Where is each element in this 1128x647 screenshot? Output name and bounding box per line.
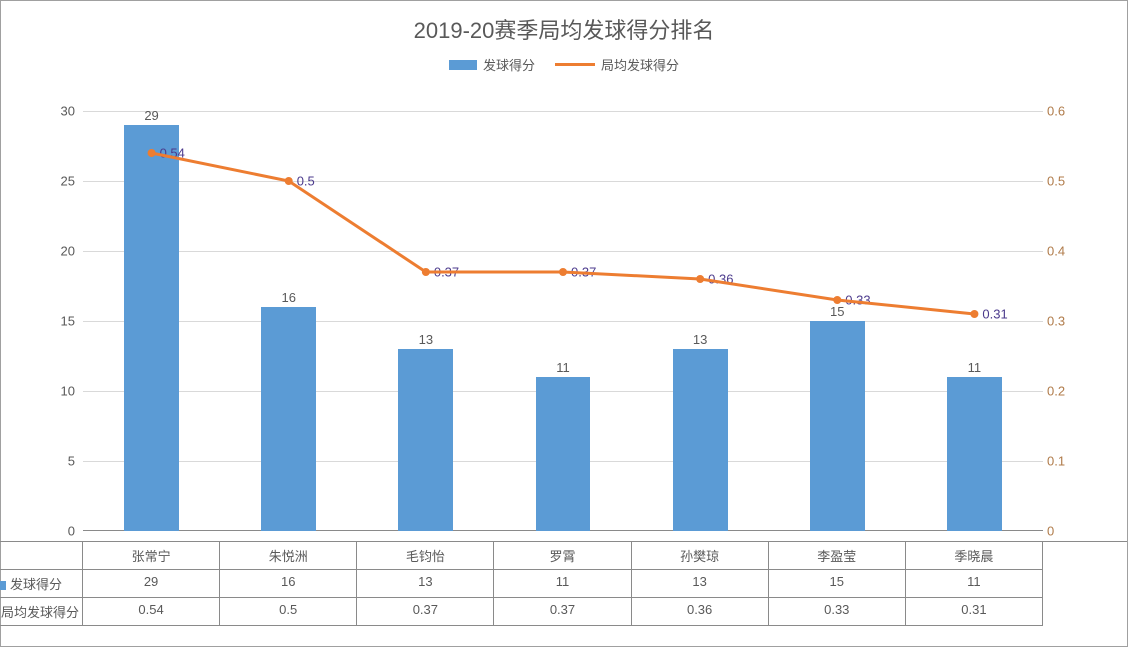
category-row-header bbox=[0, 542, 83, 570]
bar-row-cell: 29 bbox=[83, 570, 220, 598]
data-table-grid: 张常宁朱悦洲毛钧怡罗霄孙樊琼李盈莹季晓晨发球得分29161311131511局均… bbox=[0, 541, 1127, 626]
category-row-cell: 朱悦洲 bbox=[220, 542, 357, 570]
y-right-tick: 0.5 bbox=[1047, 174, 1087, 189]
line-marker bbox=[970, 310, 978, 318]
data-table: 张常宁朱悦洲毛钧怡罗霄孙樊琼李盈莹季晓晨发球得分29161311131511局均… bbox=[1, 541, 1127, 626]
line-marker bbox=[696, 275, 704, 283]
line-row-cell: 0.5 bbox=[220, 598, 357, 626]
legend-line-swatch bbox=[555, 63, 595, 66]
legend-bar-label: 发球得分 bbox=[483, 55, 535, 74]
y-left-tick: 10 bbox=[43, 384, 75, 399]
bar-row-cell: 13 bbox=[357, 570, 494, 598]
category-row-cell: 毛钧怡 bbox=[357, 542, 494, 570]
line-row-cell: 0.37 bbox=[494, 598, 631, 626]
category-row-cell: 季晓晨 bbox=[906, 542, 1043, 570]
y-right-tick: 0 bbox=[1047, 524, 1087, 539]
y-left-tick: 15 bbox=[43, 314, 75, 329]
legend-line-label: 局均发球得分 bbox=[601, 55, 679, 74]
y-left-tick: 5 bbox=[43, 454, 75, 469]
line-marker bbox=[559, 268, 567, 276]
line-series bbox=[152, 153, 975, 314]
category-row-cell: 张常宁 bbox=[83, 542, 220, 570]
line-marker bbox=[148, 149, 156, 157]
y-left-tick: 30 bbox=[43, 104, 75, 119]
bar-row-cell: 11 bbox=[906, 570, 1043, 598]
y-left-tick: 25 bbox=[43, 174, 75, 189]
line-row-header: 局均发球得分 bbox=[0, 598, 83, 626]
chart-title: 2019-20赛季局均发球得分排名 bbox=[1, 1, 1127, 45]
line-marker bbox=[833, 296, 841, 304]
y-left-tick: 0 bbox=[43, 524, 75, 539]
legend: 发球得分 局均发球得分 bbox=[1, 55, 1127, 74]
line-marker bbox=[285, 177, 293, 185]
category-row-cell: 罗霄 bbox=[494, 542, 631, 570]
y-right-tick: 0.3 bbox=[1047, 314, 1087, 329]
bar-row-cell: 16 bbox=[220, 570, 357, 598]
line-row-cell: 0.37 bbox=[357, 598, 494, 626]
line-row-cell: 0.33 bbox=[769, 598, 906, 626]
category-row-cell: 孙樊琼 bbox=[632, 542, 769, 570]
bar-row-cell: 15 bbox=[769, 570, 906, 598]
category-row-cell: 李盈莹 bbox=[769, 542, 906, 570]
bar-row-cell: 13 bbox=[632, 570, 769, 598]
y-right-tick: 0.6 bbox=[1047, 104, 1087, 119]
legend-item-bar: 发球得分 bbox=[449, 55, 535, 74]
legend-bar-swatch bbox=[449, 60, 477, 70]
legend-item-line: 局均发球得分 bbox=[555, 55, 679, 74]
y-right-tick: 0.1 bbox=[1047, 454, 1087, 469]
bar-row-header: 发球得分 bbox=[0, 570, 83, 598]
chart-container: 2019-20赛季局均发球得分排名 发球得分 局均发球得分 0510152025… bbox=[0, 0, 1128, 647]
line-row-cell: 0.54 bbox=[83, 598, 220, 626]
y-right-tick: 0.2 bbox=[1047, 384, 1087, 399]
line-row-cell: 0.31 bbox=[906, 598, 1043, 626]
y-left-tick: 20 bbox=[43, 244, 75, 259]
y-right-tick: 0.4 bbox=[1047, 244, 1087, 259]
plot-area: 05101520253000.10.20.30.40.50.6 29161311… bbox=[83, 111, 1043, 531]
line-layer bbox=[83, 111, 1043, 531]
line-row-cell: 0.36 bbox=[632, 598, 769, 626]
line-marker bbox=[422, 268, 430, 276]
bar-row-cell: 11 bbox=[494, 570, 631, 598]
